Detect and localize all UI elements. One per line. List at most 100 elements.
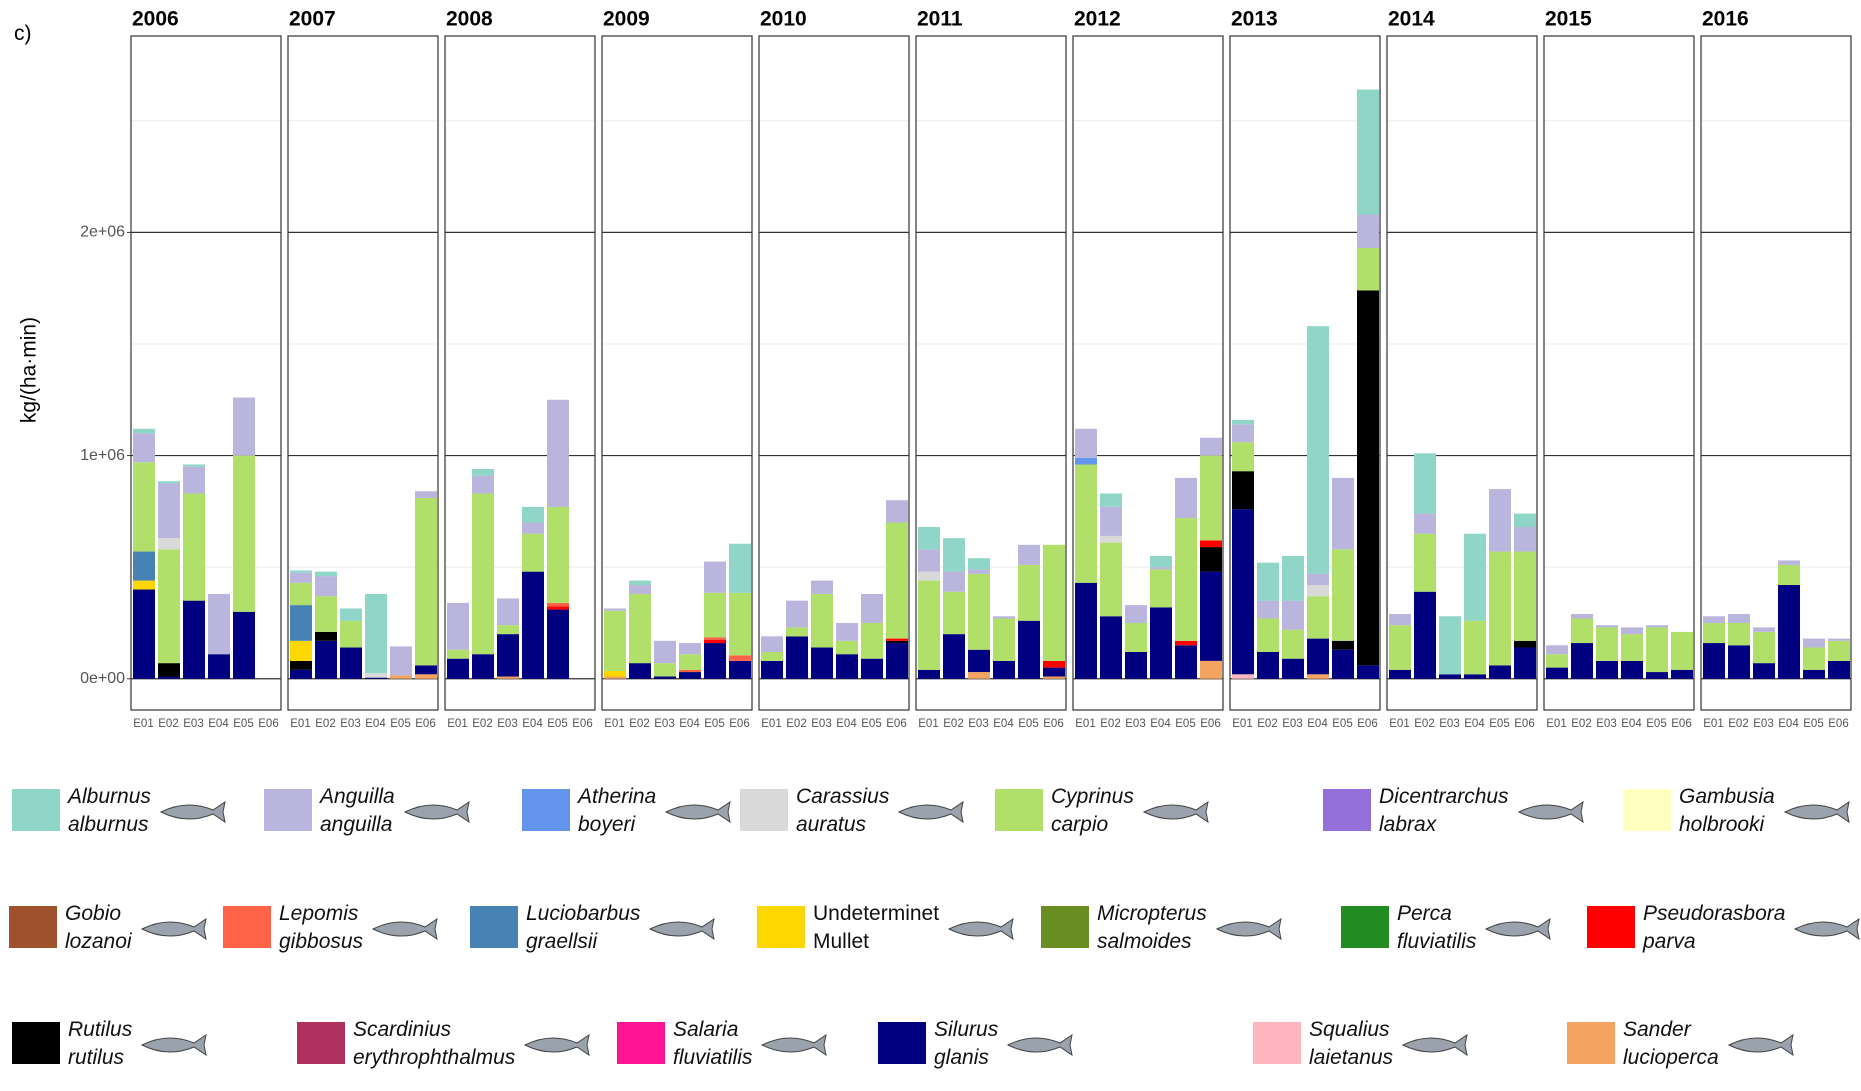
x-tick-label: E02 [1257,718,1277,730]
legend-item: Silurus glanis [878,1016,1074,1072]
fish-shape [1485,917,1552,941]
bar-segment [1018,564,1040,621]
bar-segment [547,602,569,607]
fish-icon [898,800,965,824]
bar-segment [1257,618,1279,652]
facet-label: 2009 [603,8,650,31]
bar-segment [1357,248,1379,291]
x-tick-label: E01 [918,718,938,730]
bar-segment [290,570,312,573]
bar-segment [233,397,255,456]
bar-segment [886,643,908,679]
x-tick-label: E03 [654,718,674,730]
bar-segment [1200,455,1222,541]
bar-segment [415,497,437,666]
panel-background [1387,36,1537,710]
bar-segment [1332,549,1354,641]
bar-segment [1414,453,1436,514]
bar-segment [1753,627,1775,632]
panel-border [1386,35,1538,711]
bar-segment [1596,627,1618,661]
bar-segment [629,663,651,679]
legend-label: Luciobarbus graellsii [526,902,641,953]
bar-segment [918,549,940,572]
legend-swatch [297,1022,345,1064]
bar-segment [365,677,387,679]
bar-segment [133,462,155,552]
x-tick-label: E03 [1596,718,1616,730]
bar-segment [1200,540,1222,548]
bar-segment [133,551,155,581]
bar-segment [133,433,155,463]
bar-segment [390,646,412,676]
fish-icon [524,1033,590,1057]
bar-segment [1175,640,1197,646]
bar-segment [415,491,437,498]
bar-segment [861,622,883,659]
bar-segment [158,538,180,550]
x-tick-label: E06 [258,718,278,730]
bar-segment [729,655,751,661]
x-tick-label: E01 [290,718,310,730]
fish-icon [761,1033,828,1057]
x-tick-label: E06 [1514,718,1534,730]
bar-segment [1728,645,1750,679]
bar-segment [1753,663,1775,679]
bar-segment [1778,564,1800,586]
legend-item: Alburnus alburnus [12,783,227,839]
bar-segment [1357,665,1379,679]
x-tick-label: E02 [943,718,963,730]
bar-segment [1828,638,1850,641]
bar-segment [1571,618,1593,644]
bar-segment [158,549,180,664]
fish-shape [371,917,438,941]
bar-segment [1753,631,1775,664]
bar-segment [365,593,387,674]
bar-segment [1464,620,1486,675]
legend-label: Micropterus salmoides [1097,902,1207,953]
x-tick-label: E03 [1282,718,1302,730]
bar-segment [943,571,965,592]
bar-segment [1414,591,1436,679]
bar-segment [1332,649,1354,679]
panel-background [759,36,909,710]
bar-segment [447,658,469,679]
x-tick-label: E01 [1703,718,1723,730]
x-tick-label: E02 [1571,718,1591,730]
legend-swatch [1567,1022,1615,1064]
bar-segment [1546,645,1568,655]
legend-item: Luciobarbus graellsii [470,900,716,956]
bar-segment [1571,614,1593,619]
x-tick-label: E04 [208,718,229,730]
legend-swatch [522,789,570,831]
fish-icon [947,917,1014,941]
bar-segment [1175,477,1197,519]
fish-icon [1485,917,1552,941]
fish-icon [371,917,438,941]
x-tick-label: E03 [497,718,517,730]
fish-shape [1401,1033,1468,1057]
legend-label: Cyprinus carpio [1051,785,1134,836]
bar-segment [340,608,362,621]
bar-segment [497,676,519,679]
bar-segment [1100,506,1122,536]
bar-segment [183,464,205,467]
bar-segment [315,631,337,641]
bar-segment [1489,551,1511,666]
legend-label: Sander lucioperca [1623,1018,1719,1069]
legend-label: Dicentrarchus labrax [1379,785,1509,836]
bar-segment [522,533,544,572]
legend-item: Cyprinus carpio [995,783,1210,839]
bar-segment [943,591,965,635]
bar-segment [993,660,1015,679]
legend-swatch [12,1022,60,1064]
legend-item: Anguilla anguilla [264,783,471,839]
bar-segment [1803,647,1825,670]
bar-segment [1464,533,1486,621]
fish-shape [403,800,470,824]
bar-segment [340,647,362,679]
bar-segment [497,598,519,626]
fish-icon [1794,917,1861,941]
x-tick-label: E03 [183,718,203,730]
legend-label: Squalius laietanus [1309,1018,1394,1069]
